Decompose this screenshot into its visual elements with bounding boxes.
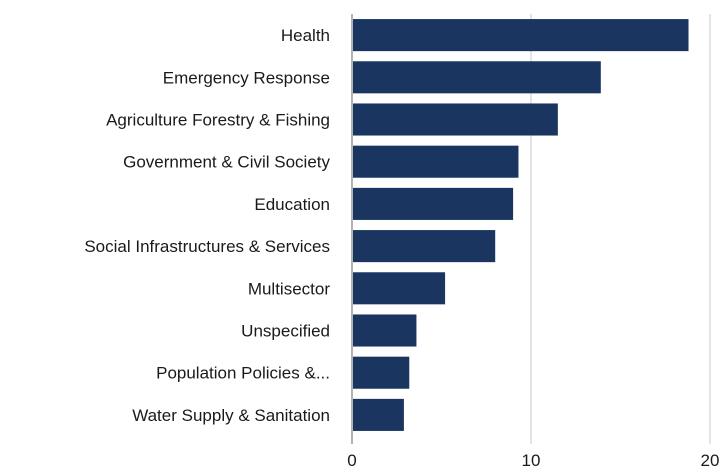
category-label: Education — [254, 195, 330, 214]
bar — [353, 19, 689, 52]
bars — [353, 19, 689, 431]
x-tick-label: 0 — [347, 451, 356, 470]
bar — [353, 398, 404, 431]
bar — [353, 314, 417, 347]
x-tick-label: 10 — [522, 451, 541, 470]
bar — [353, 272, 446, 305]
category-label: Water Supply & Sanitation — [132, 406, 330, 425]
category-label: Government & Civil Society — [123, 153, 330, 172]
category-label: Agriculture Forestry & Fishing — [106, 111, 330, 130]
x-tick-label: 20 — [701, 451, 720, 470]
category-label: Unspecified — [241, 322, 330, 341]
category-label: Multisector — [248, 279, 331, 298]
bar — [353, 145, 519, 178]
x-tick-labels: 0 10 20 — [347, 451, 719, 470]
bar — [353, 356, 410, 389]
bar — [353, 61, 601, 94]
category-label: Population Policies &... — [156, 364, 330, 383]
bar — [353, 103, 558, 136]
category-labels: Health Emergency Response Agriculture Fore… — [84, 26, 330, 425]
category-label: Social Infrastructures & Services — [84, 237, 330, 256]
bar — [353, 230, 496, 263]
category-label: Emergency Response — [163, 68, 330, 87]
bar — [353, 187, 514, 220]
category-label: Health — [281, 26, 330, 45]
